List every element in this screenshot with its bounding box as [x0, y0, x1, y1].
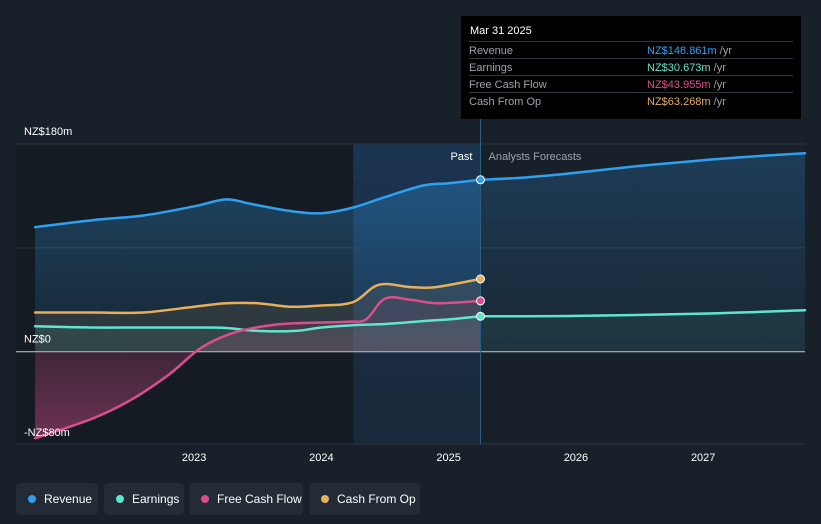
revenue-line: [33, 178, 482, 229]
tooltip-row-earnings: Earnings NZ$30.673m /yr: [469, 58, 793, 76]
legend-dot-icon: [116, 495, 124, 503]
y-tick-label: -NZ$80m: [24, 427, 70, 439]
tooltip-label: Cash From Op: [469, 96, 542, 108]
legend-label: Earnings: [132, 492, 180, 506]
legend-item-revenue[interactable]: Revenue: [16, 483, 98, 515]
cash-from-op-marker: [475, 274, 485, 284]
series-lines: [33, 151, 807, 440]
x-tick-label: 2024: [309, 452, 333, 464]
earnings-line: [33, 315, 482, 333]
x-tick-label: 2025: [436, 452, 460, 464]
legend-label: Free Cash Flow: [217, 492, 302, 506]
revenue-forecast-line: [479, 151, 807, 182]
tooltip-date: Mar 31 2025: [470, 25, 532, 37]
tooltip-value: NZ$63.268m /yr: [647, 96, 726, 108]
revenue-area: [35, 179, 481, 352]
legend-dot-icon: [28, 495, 36, 503]
series-areas: [35, 153, 805, 439]
revenue-forecast-area: [480, 153, 805, 352]
tooltip: Mar 31 2025 Revenue NZ$148.861m /yr Earn…: [461, 16, 801, 119]
tooltip-row-cash-from-op: Cash From Op NZ$63.268m /yr: [469, 92, 793, 110]
revenue-marker: [475, 175, 485, 185]
free-cash-flow-line: [33, 296, 482, 440]
y-tick-label: NZ$0: [24, 334, 51, 346]
free-cash-flow-area: [35, 297, 481, 439]
free-cash-flow-marker: [475, 296, 485, 306]
legend-item-free-cash-flow[interactable]: Free Cash Flow: [189, 483, 303, 515]
y-tick-label: NZ$180m: [24, 126, 72, 138]
legend-label: Cash From Op: [337, 492, 416, 506]
tooltip-label: Free Cash Flow: [469, 79, 547, 91]
x-tick-label: 2023: [182, 452, 206, 464]
y-axis-labels: NZ$180m NZ$0 -NZ$80m: [24, 126, 72, 439]
legend-dot-icon: [321, 495, 329, 503]
x-tick-label: 2027: [691, 452, 715, 464]
x-axis-labels: 2023 2024 2025 2026 2027: [182, 452, 716, 464]
tooltip-value: NZ$30.673m /yr: [647, 62, 726, 74]
tooltip-row-revenue: Revenue NZ$148.861m /yr: [469, 41, 793, 59]
tooltip-value: NZ$148.861m /yr: [647, 45, 733, 57]
earnings-forecast-line: [479, 308, 807, 318]
past-label: Past: [450, 151, 472, 163]
series-end-markers: [475, 175, 485, 321]
tooltip-label: Revenue: [469, 45, 514, 57]
tooltip-label: Earnings: [469, 62, 513, 74]
legend-label: Revenue: [44, 492, 93, 506]
earnings-forecast-area: [480, 310, 805, 352]
x-tick-label: 2026: [564, 452, 588, 464]
legend-item-cash-from-op[interactable]: Cash From Op: [309, 483, 420, 515]
legend-item-earnings[interactable]: Earnings: [104, 483, 184, 515]
legend-dot-icon: [201, 495, 209, 503]
earnings-marker: [475, 311, 485, 321]
tooltip-row-free-cash-flow: Free Cash Flow NZ$43.955m /yr: [469, 75, 793, 93]
forecast-label: Analysts Forecasts: [488, 151, 581, 163]
tooltip-value: NZ$43.955m /yr: [647, 79, 726, 91]
cash-from-op-line: [33, 277, 482, 315]
